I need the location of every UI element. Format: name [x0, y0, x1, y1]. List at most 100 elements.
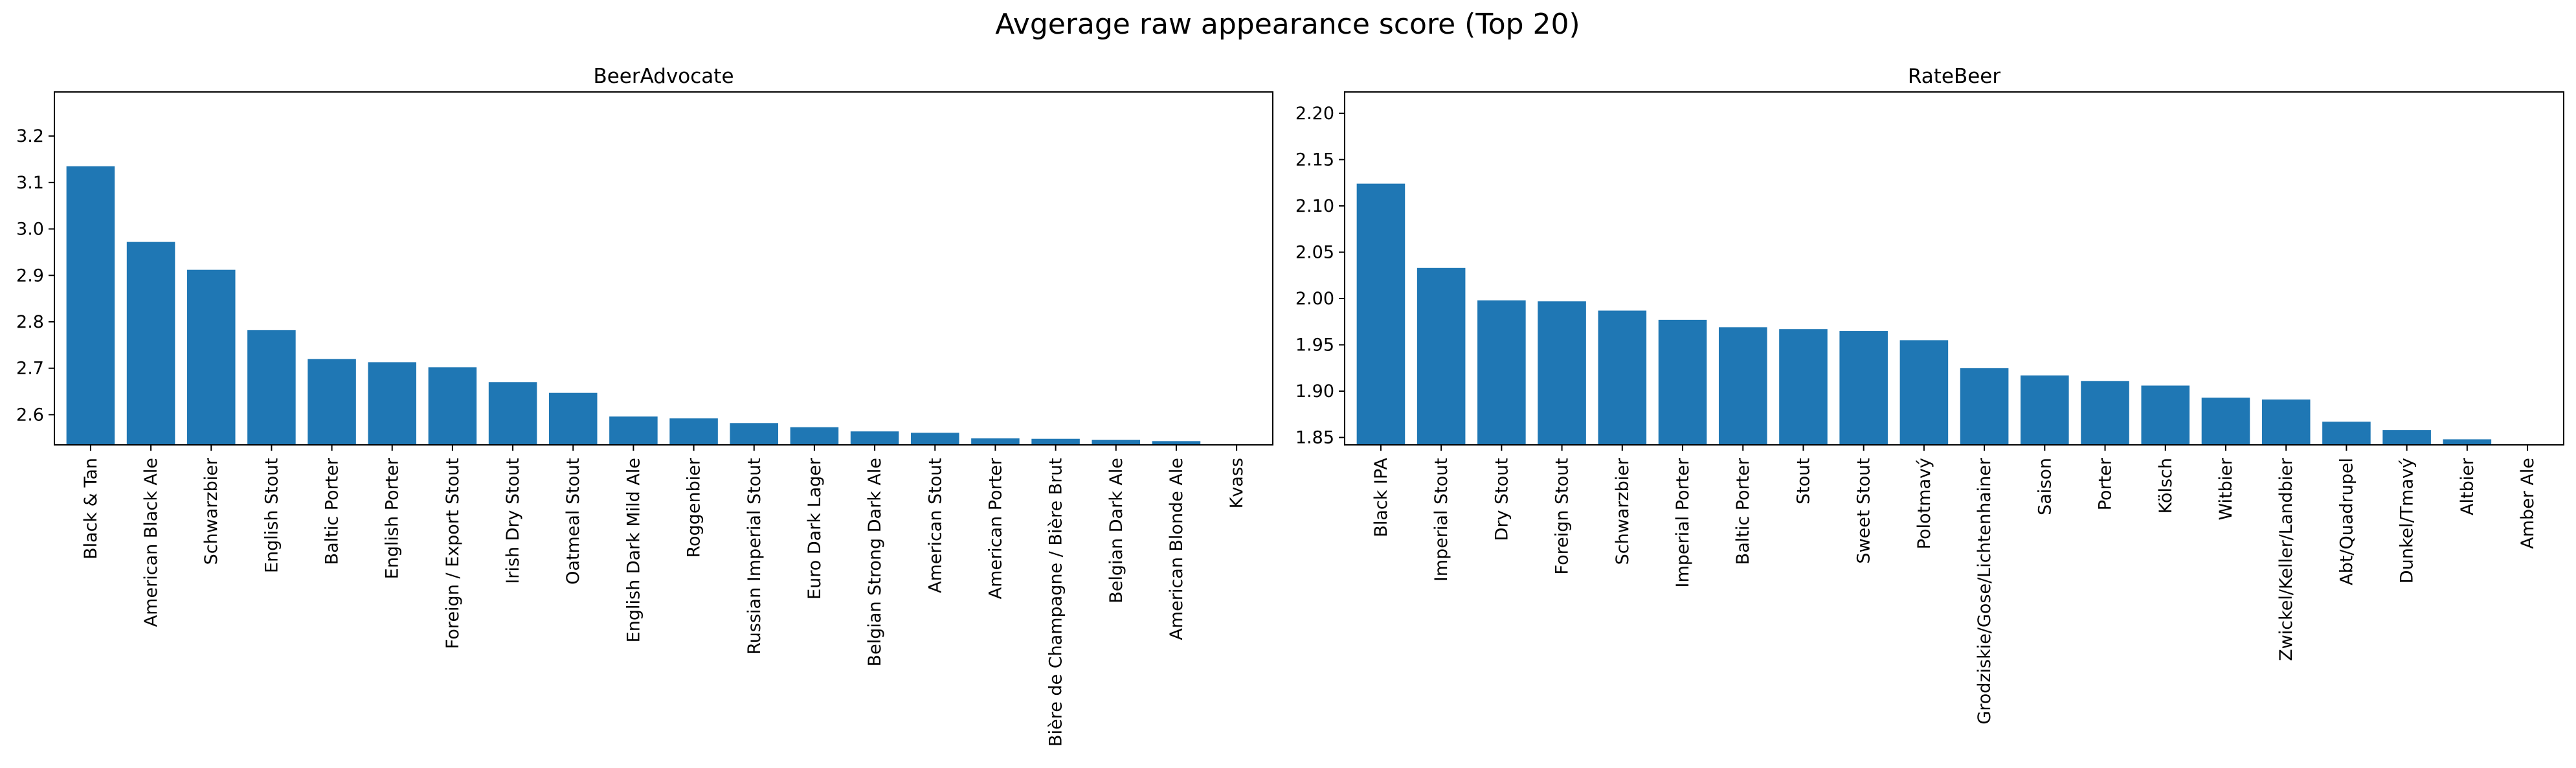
beeradvocate-bar — [308, 359, 356, 445]
ratebeer-x-tick-label: Altbier — [2458, 457, 2478, 515]
ratebeer-chart: RateBeer Black IPA Imperial Stout Dry Stout… — [1295, 65, 2564, 725]
ratebeer-x-tick-label: Zwickel/Keller/Landbier — [2276, 457, 2296, 661]
ratebeer-y-tick-label: 1.85 — [1295, 428, 1334, 448]
ratebeer-x-tick-label: Dry Stout — [1492, 458, 1512, 541]
beeradvocate-bar — [368, 362, 417, 445]
ratebeer-bar — [1658, 319, 1707, 445]
ratebeer-x-tick-label: Porter — [2096, 457, 2116, 510]
beeradvocate-bar — [428, 367, 477, 445]
beeradvocate-x-tick-label: Kvass — [1227, 458, 1247, 508]
ratebeer-x-tick-label: Imperial Porter — [1673, 457, 1693, 587]
beeradvocate-y-tick-label: 2.6 — [16, 405, 44, 425]
beeradvocate-bar — [971, 438, 1020, 445]
ratebeer-bar — [1718, 327, 1767, 445]
beeradvocate-axes-frame — [54, 91, 1273, 446]
ratebeer-x-tick-label: Abt/Quadrupel — [2336, 458, 2357, 585]
beeradvocate-bar — [548, 392, 598, 445]
ratebeer-y-tick-label: 1.95 — [1295, 335, 1334, 356]
beeradvocate-x-tick-label: American Porter — [985, 457, 1005, 599]
beeradvocate-x-tick-label: Baltic Porter — [322, 457, 342, 565]
ratebeer-x-tick-label: Grodziskie/Gose/Lichtenhainer — [1975, 457, 1995, 725]
ratebeer-bar — [1960, 368, 2009, 445]
ratebeer-bar — [2081, 381, 2129, 445]
beeradvocate-title: BeerAdvocate — [593, 65, 734, 88]
ratebeer-bar — [2261, 399, 2311, 445]
beeradvocate-bar — [910, 433, 959, 445]
beeradvocate-x-tick-label: English Dark Mild Ale — [623, 458, 644, 642]
beeradvocate-chart: BeerAdvocate Black & Tan American Black Al… — [16, 65, 1273, 747]
beeradvocate-x-tick-label: Belgian Dark Ale — [1106, 458, 1126, 604]
ratebeer-x-tick-label: Black IPA — [1371, 457, 1391, 537]
beeradvocate-bar — [850, 431, 899, 445]
ratebeer-bar — [2382, 430, 2431, 445]
beeradvocate-x-tick-label: Euro Dark Lager — [805, 457, 825, 600]
ratebeer-bars — [1356, 183, 2492, 445]
beeradvocate-x-tick-label: Foreign / Export Stout — [443, 458, 463, 649]
ratebeer-y-tick-label: 2.20 — [1295, 104, 1334, 124]
beeradvocate-bar — [730, 423, 779, 445]
ratebeer-bar — [1417, 267, 1466, 445]
ratebeer-y-tick-label: 1.90 — [1295, 381, 1334, 401]
beeradvocate-bar — [186, 269, 236, 445]
beeradvocate-x-tick-label: Oatmeal Stout — [563, 458, 583, 585]
ratebeer-x-tick-label: Sweet Stout — [1854, 458, 1874, 564]
beeradvocate-bars — [66, 166, 1201, 445]
ratebeer-x-tick-label: Kölsch — [2156, 458, 2176, 514]
beeradvocate-x-tick-label: Bière de Champagne / Bière Brut — [1046, 458, 1066, 747]
beeradvocate-bar — [126, 242, 175, 445]
ratebeer-y-tick-label: 2.10 — [1295, 196, 1334, 216]
beeradvocate-bar — [1092, 440, 1141, 445]
ratebeer-y-tick-label: 2.15 — [1295, 150, 1334, 170]
ratebeer-bar — [2021, 375, 2069, 445]
beeradvocate-bar — [66, 166, 115, 445]
beeradvocate-bar — [1152, 441, 1201, 445]
beeradvocate-y-tick-label: 3.2 — [16, 126, 44, 146]
beeradvocate-x-tick-label: English Porter — [383, 457, 403, 579]
ratebeer-bar — [1538, 301, 1586, 445]
ratebeer-x-tick-label: Schwarzbier — [1613, 457, 1633, 565]
beeradvocate-x-tick-label: Belgian Strong Dark Ale — [865, 458, 885, 666]
ratebeer-bar — [1598, 310, 1647, 445]
ratebeer-title: RateBeer — [1908, 65, 2000, 88]
beeradvocate-y-tick-label: 2.7 — [16, 359, 44, 379]
ratebeer-y-tick-label: 2.05 — [1295, 242, 1334, 262]
ratebeer-x-tick-label: Foreign Stout — [1552, 458, 1573, 574]
ratebeer-y-tick-label: 2.00 — [1295, 289, 1334, 309]
beeradvocate-bar — [1031, 438, 1080, 445]
ratebeer-x-tick-label: Baltic Porter — [1733, 457, 1753, 565]
beeradvocate-x-tick-label: American Blonde Ale — [1167, 458, 1187, 640]
beeradvocate-x-tick-label: Black & Tan — [81, 458, 101, 559]
beeradvocate-x-tick-label: Schwarzbier — [201, 457, 221, 565]
beeradvocate-y-tick-label: 3.0 — [16, 220, 44, 240]
ratebeer-x-tick-label: Polotmavý — [1914, 458, 1934, 549]
beeradvocate-x-tick-label: Irish Dry Stout — [503, 458, 523, 584]
beeradvocate-x-tick-label: Roggenbier — [684, 457, 704, 558]
ratebeer-bar — [1477, 300, 1526, 445]
ratebeer-x-tick-label: Witbier — [2216, 457, 2236, 520]
beeradvocate-x-tick-label: English Stout — [262, 458, 282, 573]
beeradvocate-bar — [488, 382, 537, 445]
ratebeer-x-tick-label: Stout — [1793, 458, 1813, 504]
beeradvocate-bar — [247, 330, 296, 445]
ratebeer-x-tick-label: Dunkel/Tmavý — [2397, 458, 2417, 583]
ratebeer-bar — [2141, 385, 2190, 445]
ratebeer-axes-frame — [1344, 91, 2564, 446]
ratebeer-bar — [1779, 329, 1828, 445]
ratebeer-x-tick-label: Amber Ale — [2518, 458, 2538, 549]
ratebeer-x-tick-label: Saison — [2035, 458, 2055, 515]
ratebeer-bar — [1839, 331, 1888, 445]
figure-title: Avgerage raw appearance score (Top 20) — [995, 8, 1580, 41]
beeradvocate-bar — [609, 416, 658, 445]
ratebeer-x-tick-label: Imperial Stout — [1431, 458, 1451, 582]
beeradvocate-y-tick-label: 2.9 — [16, 265, 44, 286]
beeradvocate-x-tick-label: Russian Imperial Stout — [745, 458, 765, 655]
beeradvocate-bar — [669, 418, 718, 445]
beeradvocate-y-tick-label: 2.8 — [16, 312, 44, 332]
ratebeer-bar — [1356, 183, 1406, 445]
beeradvocate-x-tick-label: American Stout — [925, 458, 945, 593]
beeradvocate-x-tick-label: American Black Ale — [141, 458, 161, 627]
beeradvocate-bar — [790, 427, 839, 445]
beeradvocate-y-tick-label: 3.1 — [16, 173, 44, 193]
ratebeer-bar — [2322, 422, 2371, 445]
